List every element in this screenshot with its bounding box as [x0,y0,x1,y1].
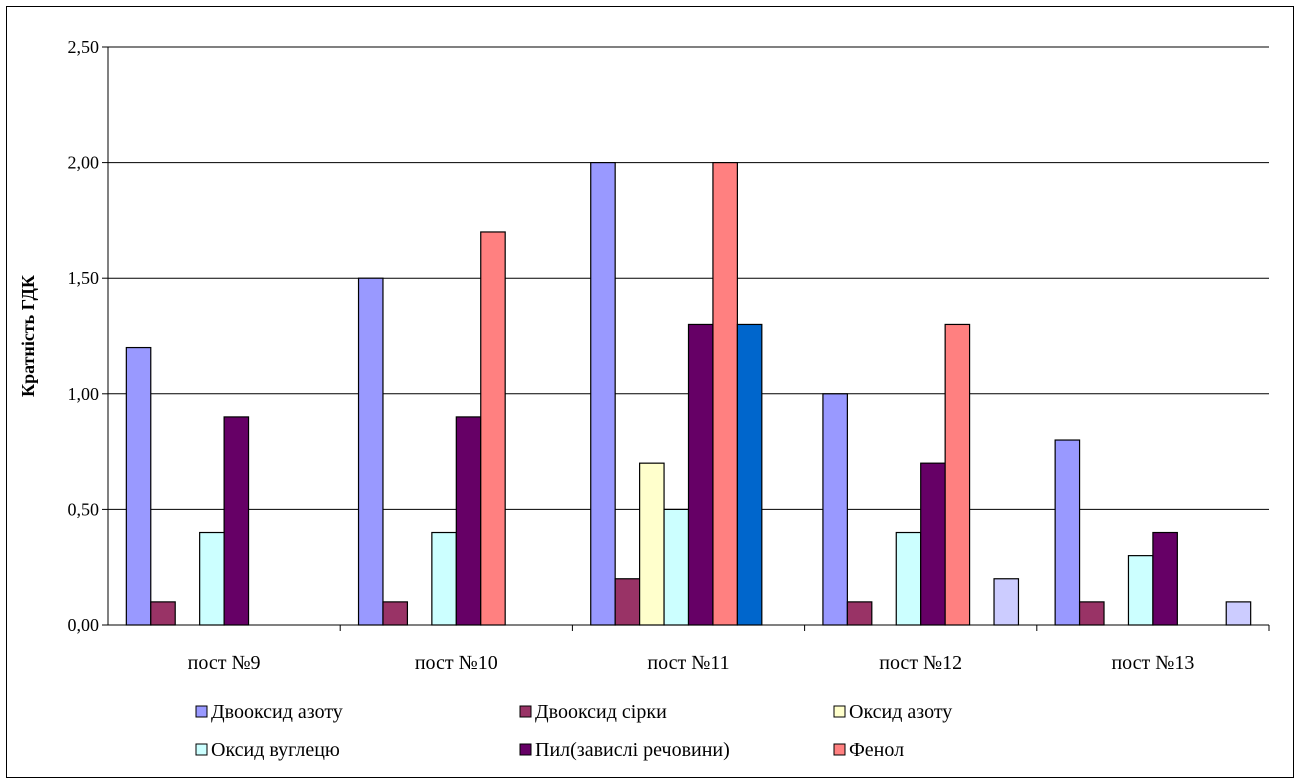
bar [1128,556,1152,625]
bar [383,602,407,625]
legend-swatch [834,744,845,755]
bar [481,232,505,625]
bar [1055,440,1079,625]
bar [823,394,847,625]
bar [945,324,969,625]
y-axis-title: Кратність ГДК [18,275,38,397]
bar [456,417,480,625]
bar [713,163,737,625]
bar [1153,533,1177,625]
y-tick-label: 2,50 [68,37,100,57]
bar [689,324,713,625]
x-category-label: пост №10 [415,652,498,674]
bar [640,463,664,625]
legend-swatch [196,744,207,755]
bar [896,533,920,625]
y-tick-label: 1,50 [68,268,100,288]
legend-label: Фенол [849,739,904,761]
legend-label: Оксид вуглецю [211,739,340,761]
legend-label: Двооксид сірки [535,701,667,723]
bar [126,348,150,625]
x-category-label: пост №9 [188,652,261,674]
x-category-label: пост №12 [879,652,962,674]
bar [664,509,688,625]
bar [224,417,248,625]
bar [737,324,761,625]
legend-swatch [520,706,531,717]
y-tick-label: 2,00 [68,153,100,173]
legend-swatch [196,706,207,717]
bar [1080,602,1104,625]
bar [921,463,945,625]
legend-label: Оксид азоту [849,701,952,723]
legend-swatch [520,744,531,755]
legend-swatch [834,706,845,717]
legend-label: Пил(завислі речовини) [535,739,730,761]
x-category-label: пост №13 [1111,652,1194,674]
bar [151,602,175,625]
legend-label: Двооксид азоту [211,701,343,723]
y-tick-label: 1,00 [68,384,100,404]
bar [847,602,871,625]
bar [359,278,383,625]
y-tick-label: 0,50 [68,499,100,519]
bar [432,533,456,625]
bar [994,579,1018,625]
bar [591,163,615,625]
bar [1226,602,1250,625]
bar [615,579,639,625]
x-category-label: пост №11 [647,652,729,674]
bar [200,533,224,625]
y-tick-label: 0,00 [68,615,100,635]
